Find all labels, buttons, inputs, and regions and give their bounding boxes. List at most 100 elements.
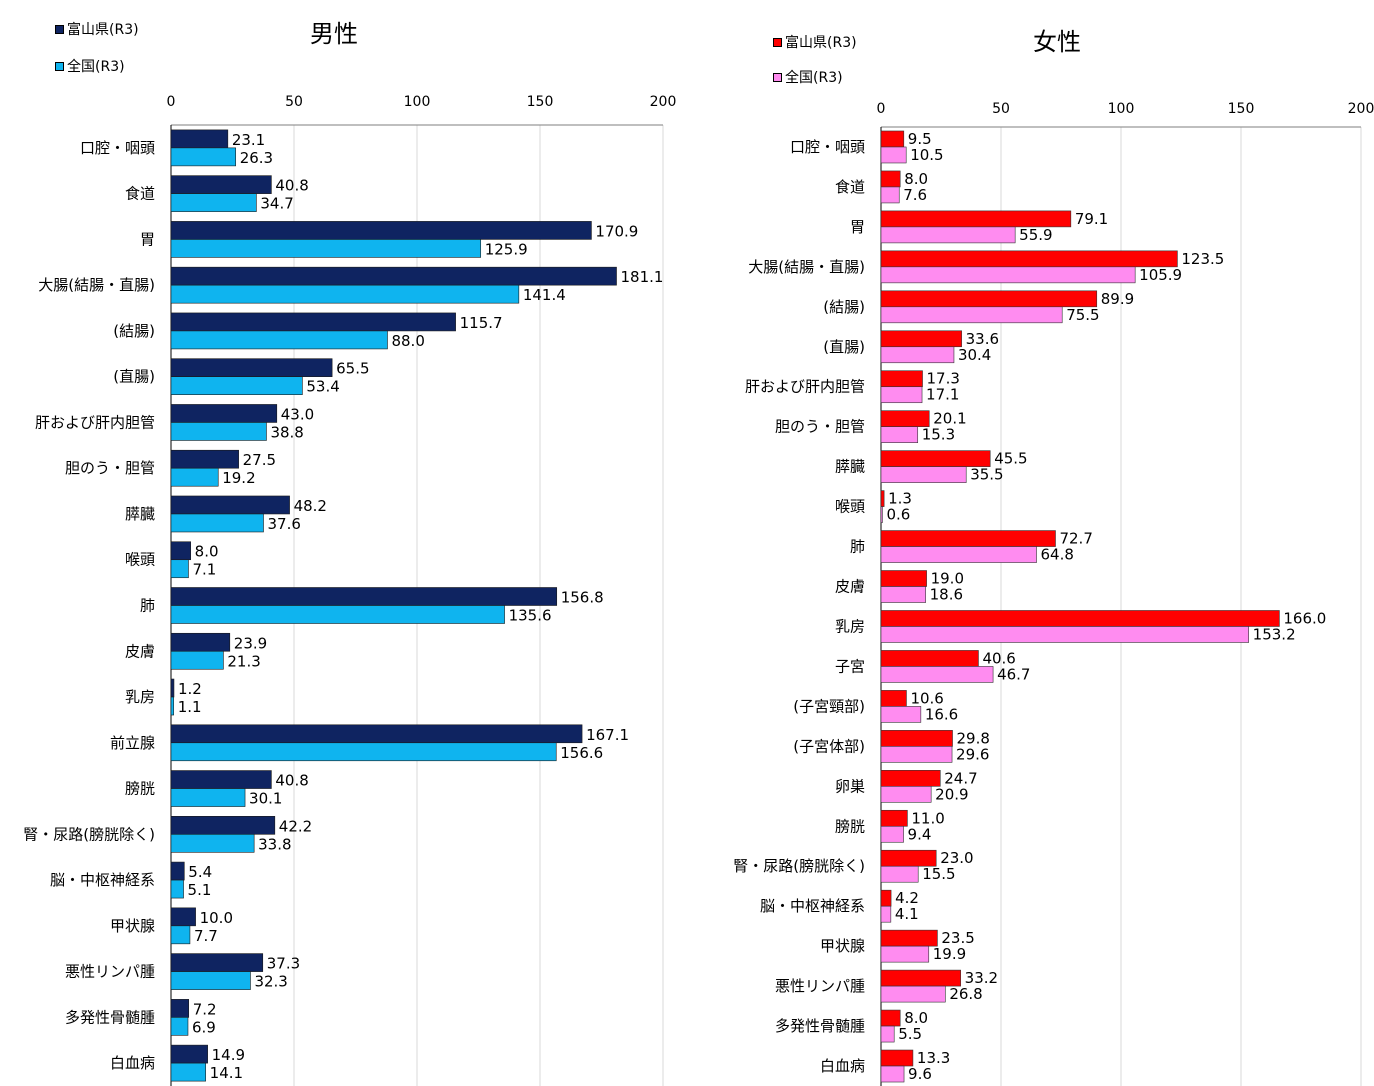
bar <box>170 266 617 286</box>
data-label: 34.7 <box>260 195 293 213</box>
data-label: 27.5 <box>243 451 276 469</box>
data-label: 19.2 <box>222 469 255 487</box>
bar <box>170 559 189 579</box>
category-label: 肝および肝内胆管 <box>35 413 155 431</box>
bar <box>880 546 1037 563</box>
data-label: 26.3 <box>240 149 273 167</box>
data-label: 1.1 <box>178 698 202 716</box>
category-label: 皮膚 <box>835 578 865 596</box>
bar <box>880 490 885 507</box>
data-label: 10.0 <box>200 909 233 927</box>
legend-item-toyama: 富山県(R3) <box>55 19 139 39</box>
data-label: 89.9 <box>1101 290 1134 308</box>
bar <box>880 290 1098 308</box>
data-label: 156.6 <box>560 744 603 762</box>
data-label: 21.3 <box>227 652 260 670</box>
category-label: 喉頭 <box>125 551 155 569</box>
bar <box>880 586 926 603</box>
category-label: 大腸(結腸・直腸) <box>748 258 865 276</box>
category-label: 皮膚 <box>125 642 155 660</box>
category-label: 脳・中枢神経系 <box>50 871 155 889</box>
bar <box>170 907 196 927</box>
bar <box>880 809 908 827</box>
data-label: 1.3 <box>888 490 912 508</box>
data-label: 170.9 <box>595 222 638 240</box>
bar <box>880 770 941 787</box>
category-label: 多発性骨髄腫 <box>775 1017 865 1035</box>
bar <box>170 541 191 561</box>
category-label: 肝および肝内胆管 <box>745 378 865 396</box>
category-label: 甲状腺 <box>110 917 155 935</box>
data-label: 123.5 <box>1181 250 1224 268</box>
bar <box>170 221 592 240</box>
data-label: 40.8 <box>275 177 308 195</box>
category-label: 口腔・咽頭 <box>80 139 155 157</box>
bar <box>170 879 184 899</box>
x-tick-label: 150 <box>527 94 554 110</box>
category-label: (子宮体部) <box>793 737 865 755</box>
data-label: 18.6 <box>930 586 963 604</box>
x-tick-label: 50 <box>285 94 303 110</box>
bar <box>170 770 272 789</box>
data-label: 33.8 <box>258 835 291 853</box>
bar <box>170 422 267 441</box>
bar <box>880 706 922 723</box>
bar <box>880 746 953 763</box>
bar <box>170 971 251 990</box>
data-label: 88.0 <box>391 332 424 350</box>
x-tick-label: 100 <box>1108 101 1135 117</box>
bar <box>170 376 303 395</box>
data-label: 167.1 <box>586 726 629 744</box>
data-label: 30.1 <box>249 790 282 808</box>
data-label: 23.1 <box>232 131 265 149</box>
bar <box>170 696 175 716</box>
bar <box>880 825 904 843</box>
data-label: 23.9 <box>234 634 267 652</box>
data-label: 141.4 <box>523 286 566 304</box>
bar <box>880 306 1063 324</box>
data-label: 4.2 <box>895 889 919 907</box>
bar <box>880 130 905 148</box>
bar <box>170 129 229 149</box>
data-label: 7.2 <box>193 1000 217 1018</box>
bar <box>170 358 333 377</box>
category-label: 膀胱 <box>125 780 155 798</box>
male-chart: 富山県(R3) 全国(R3) 男性 0 50 100 150 200 口腔・咽頭 23.1 2… <box>23 19 676 1086</box>
category-label: (子宮頸部) <box>793 697 865 715</box>
data-label: 6.9 <box>192 1018 216 1036</box>
bar <box>880 346 955 364</box>
category-label: (直腸) <box>113 368 155 386</box>
bar <box>170 724 583 744</box>
bar <box>170 513 264 533</box>
legend-swatch-national <box>773 72 782 82</box>
data-label: 26.8 <box>949 985 982 1003</box>
data-label: 9.6 <box>908 1065 932 1083</box>
bar <box>880 530 1056 547</box>
bar <box>170 925 191 945</box>
data-label: 4.1 <box>895 905 919 923</box>
category-label: 大腸(結腸・直腸) <box>38 276 155 294</box>
bar <box>880 450 991 467</box>
category-label: 脳・中枢神経系 <box>760 897 865 915</box>
data-label: 24.7 <box>944 769 977 787</box>
data-label: 7.7 <box>194 927 218 945</box>
data-label: 20.9 <box>935 785 968 803</box>
data-label: 30.4 <box>958 346 991 364</box>
bar <box>880 370 923 388</box>
bar <box>880 985 946 1003</box>
bar <box>880 1049 914 1067</box>
bar <box>880 506 883 523</box>
bar <box>880 786 932 803</box>
data-label: 33.2 <box>965 969 998 987</box>
category-label: (結腸) <box>113 322 155 340</box>
legend-label-toyama: 富山県(R3) <box>67 22 139 38</box>
bar <box>170 999 190 1018</box>
data-label: 16.6 <box>925 705 958 723</box>
data-label: 35.5 <box>970 466 1003 484</box>
bar <box>880 410 930 427</box>
bar <box>170 605 505 624</box>
data-label: 17.3 <box>927 370 960 388</box>
category-label: 白血病 <box>110 1054 155 1072</box>
bar <box>880 226 1016 244</box>
